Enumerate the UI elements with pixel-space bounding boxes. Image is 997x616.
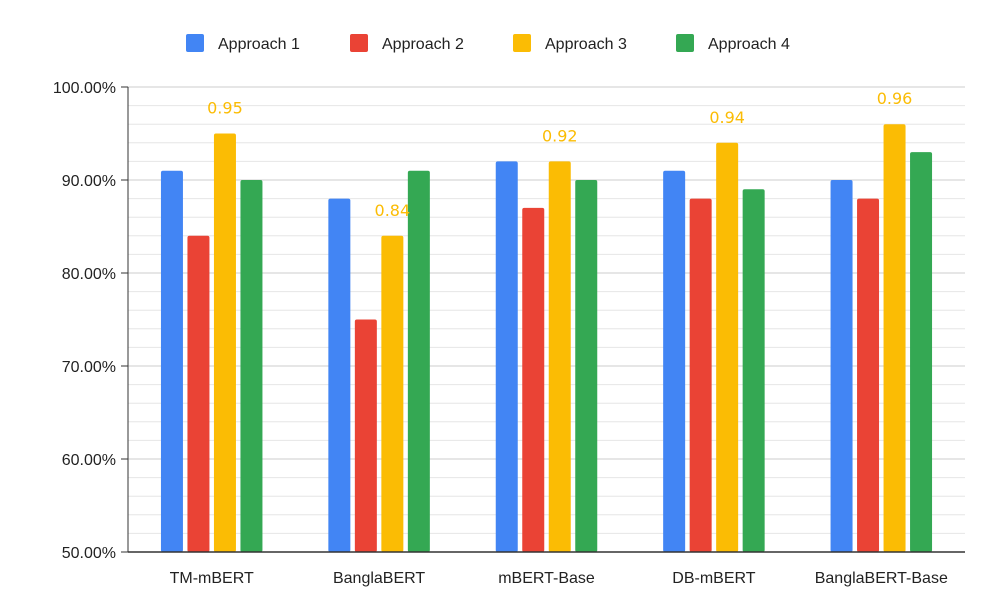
x-tick-label: BanglaBERT [333, 570, 425, 587]
legend: Approach 1 Approach 2 Approach 3 Approach 4 [186, 34, 790, 53]
y-tick-label: 100.00% [53, 80, 116, 97]
bar-approach-2-1 [354, 319, 377, 552]
grid-lines [128, 86, 965, 553]
bar-approach-1-4 [830, 180, 853, 552]
y-tick-label: 50.00% [62, 545, 116, 562]
bar-approach-3-4 [883, 124, 906, 552]
bar-approach-2-3 [689, 198, 712, 552]
bar-approach-3-0 [213, 133, 236, 552]
bar-approach-1-1 [328, 198, 351, 552]
data-label-2: 0.92 [542, 126, 578, 145]
data-label-4: 0.96 [877, 89, 913, 108]
y-tick-label: 80.00% [62, 266, 116, 283]
x-tick-label: DB-mBERT [672, 570, 755, 587]
bar-approach-2-0 [187, 235, 210, 553]
data-label-0: 0.95 [207, 99, 243, 118]
y-tick-label: 60.00% [62, 452, 116, 469]
legend-swatch-1 [186, 34, 204, 52]
bar-approach-4-3 [742, 189, 765, 553]
bar-approach-1-3 [663, 170, 686, 552]
bars [160, 124, 933, 553]
y-tick-label: 70.00% [62, 359, 116, 376]
legend-label-3: Approach 3 [545, 36, 627, 53]
bar-approach-3-3 [716, 142, 739, 553]
bar-approach-3-1 [381, 235, 404, 553]
legend-label-2: Approach 2 [382, 36, 464, 53]
y-tick-label: 90.00% [62, 173, 116, 190]
bar-approach-1-0 [160, 170, 183, 552]
axes: 100.00% 90.00% 80.00% 70.00% 60.00% 50.00% TM-… [53, 80, 965, 587]
bar-approach-3-2 [548, 161, 571, 552]
x-tick-label: TM-mBERT [170, 570, 254, 587]
legend-swatch-3 [513, 34, 531, 52]
bar-approach-4-2 [575, 180, 598, 552]
data-labels: 0.95 0.84 0.92 0.94 0.96 [207, 89, 912, 220]
x-tick-label: mBERT-Base [498, 570, 595, 587]
bar-approach-4-0 [240, 180, 263, 552]
bar-approach-2-2 [522, 207, 545, 552]
data-label-3: 0.94 [709, 108, 745, 127]
legend-label-4: Approach 4 [708, 36, 790, 53]
bar-approach-4-4 [910, 152, 933, 552]
legend-label-1: Approach 1 [218, 36, 300, 53]
bar-approach-2-4 [857, 198, 880, 552]
data-label-1: 0.84 [375, 201, 411, 220]
x-tick-label: BanglaBERT-Base [815, 570, 948, 587]
bar-approach-4-1 [407, 170, 430, 552]
legend-swatch-2 [350, 34, 368, 52]
bar-approach-1-2 [495, 161, 518, 552]
legend-swatch-4 [676, 34, 694, 52]
